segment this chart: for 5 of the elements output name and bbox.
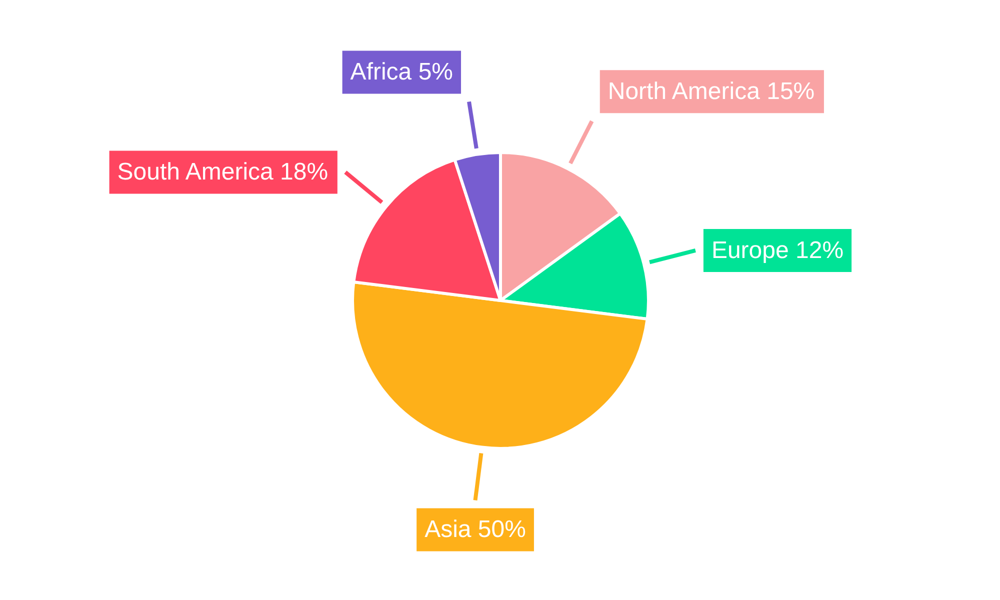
slice-label: Europe 12% <box>711 236 844 264</box>
slice-label: North America 15% <box>608 78 815 106</box>
slice-label: Africa 5% <box>350 58 454 86</box>
slice-label: Asia 50% <box>424 516 526 544</box>
slice-label: South America 18% <box>117 158 328 186</box>
